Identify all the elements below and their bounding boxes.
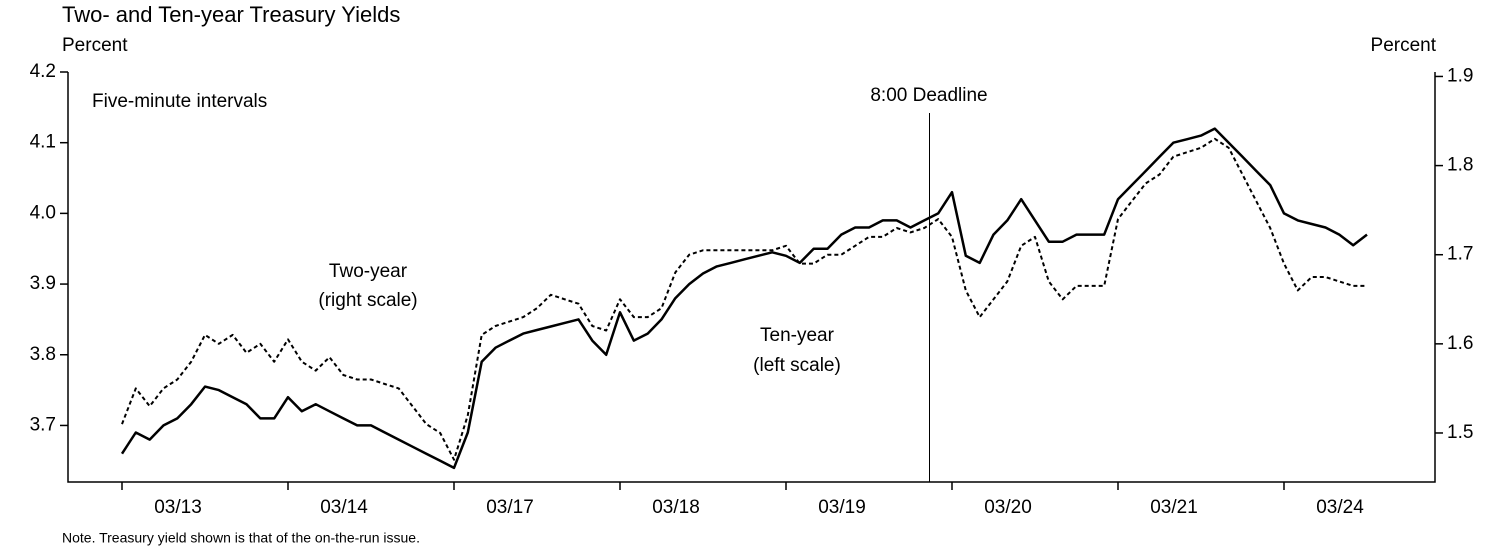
axes-frame	[67, 72, 1436, 483]
annotation: Five-minute intervals	[92, 91, 267, 112]
x-tick-label: 03/21	[1150, 497, 1198, 518]
x-tick-label: 03/14	[320, 497, 368, 518]
y-tick-label: 4.1	[30, 132, 56, 153]
y-axis-label: Percent	[62, 35, 128, 56]
y-tick-label: 3.9	[30, 273, 56, 294]
annotation: 8:00 Deadline	[870, 85, 987, 106]
y2-axis-label: Percent	[1371, 35, 1437, 56]
y2-tick-label: 1.9	[1447, 65, 1473, 86]
annotation: (right scale)	[318, 290, 417, 311]
x-tick-label: 03/20	[984, 497, 1032, 518]
annotation: Two-year	[329, 261, 408, 282]
annotation: Ten-year	[760, 325, 835, 346]
x-tick-label: 03/18	[652, 497, 700, 518]
series-line	[120, 127, 1368, 470]
chart-title: Two- and Ten-year Treasury Yields	[62, 2, 400, 27]
y-tick-label: 3.8	[30, 344, 56, 365]
y2-tick-label: 1.5	[1447, 422, 1473, 443]
annotation: (left scale)	[753, 355, 841, 376]
x-tick-label: 03/13	[154, 497, 202, 518]
y-tick-label: 3.7	[30, 414, 56, 435]
y-tick-label: 4.0	[30, 202, 56, 223]
x-tick-label: 03/17	[486, 497, 534, 518]
note: Note. Treasury yield shown is that of th…	[62, 530, 420, 546]
x-tick-label: 03/19	[818, 497, 866, 518]
x-tick-label: 03/24	[1316, 497, 1364, 518]
y-tick-label: 4.2	[30, 61, 56, 82]
y2-tick-label: 1.7	[1447, 244, 1473, 265]
y2-tick-label: 1.6	[1447, 333, 1473, 354]
series-line	[121, 137, 1367, 461]
y2-tick-label: 1.8	[1447, 155, 1473, 176]
